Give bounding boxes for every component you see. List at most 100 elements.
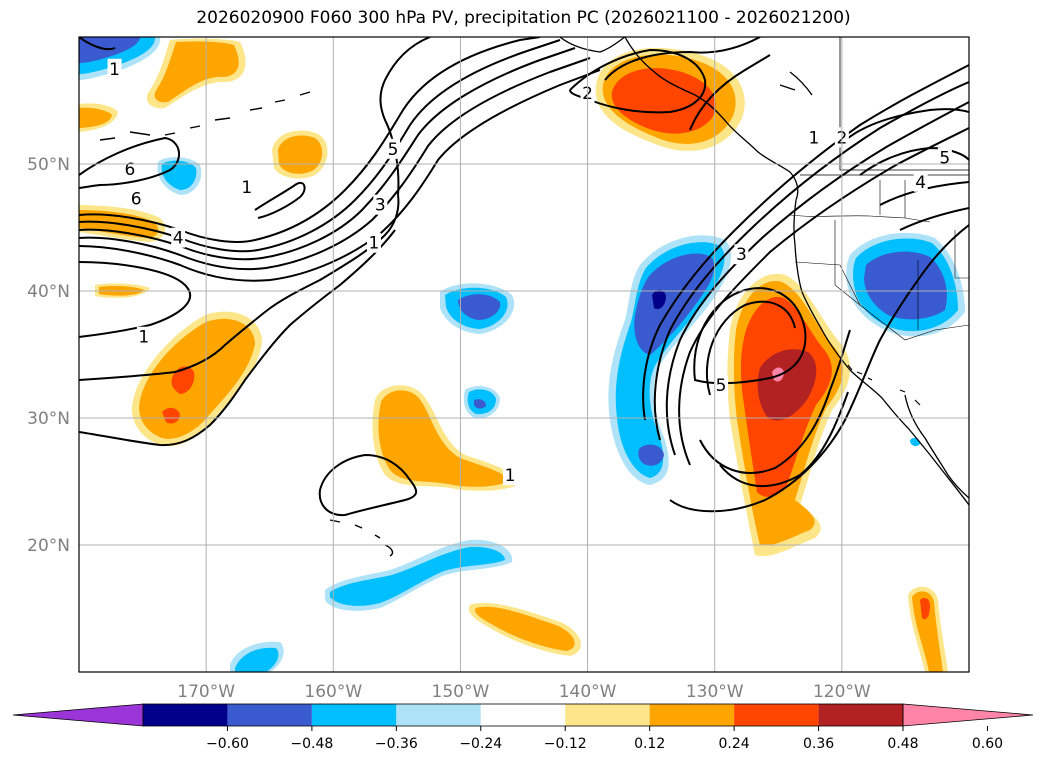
pv-label-text: 4 [915, 173, 926, 193]
lat-tick-label: 30°N [27, 409, 70, 429]
pv-label-halo [366, 232, 381, 253]
lon-tick-label: 130°W [686, 682, 744, 700]
border-alaska-canada [839, 37, 969, 171]
pv-label-halo [714, 374, 729, 395]
pv-contour-label: 1 [107, 58, 122, 80]
pv-label-text: 5 [939, 149, 950, 169]
coastlines [99, 37, 969, 557]
pv-label-halo [373, 194, 388, 215]
colorbar-tick-label: 0.36 [803, 736, 834, 752]
precip-west-subtropical [131, 311, 262, 447]
colorbar-bin [143, 704, 228, 726]
pv-contour [665, 101, 969, 456]
lon-tick-label: 120°W [813, 682, 871, 700]
coast-hawaii [329, 519, 394, 557]
pv-contour-label: 1 [366, 232, 381, 254]
pv-label-halo [503, 465, 518, 486]
pv-contour [318, 453, 418, 517]
pv-contour-label: 3 [373, 194, 388, 216]
pv-label-text: 6 [131, 189, 142, 209]
pv-contour-label: 1 [503, 465, 518, 486]
state-border-3 [917, 230, 969, 330]
latitude-labels: 20°N 30°N 40°N 50°N [27, 155, 70, 556]
pv-label-text: 1 [808, 128, 819, 148]
state-border-4 [879, 180, 906, 218]
pv-contour [678, 127, 969, 466]
colorbar-tick-label: −0.36 [375, 736, 418, 752]
pv-contour [79, 39, 561, 253]
pv-label-text: 1 [505, 466, 516, 486]
state-border-2 [834, 220, 861, 306]
colorbar-extend-high [902, 703, 1034, 727]
colorbar-bins [12, 703, 1034, 727]
coast-alaska-south [559, 37, 626, 53]
pv-contour-label: 5 [386, 138, 401, 160]
graticule [79, 37, 969, 672]
pv-label-text: 5 [716, 376, 727, 396]
longitude-labels: 170°W 160°W 150°W 140°W 130°W 120°W [177, 682, 871, 700]
pv-contours [79, 37, 969, 517]
pv-contour-label: 1 [806, 127, 821, 148]
pv-label-halo [806, 127, 821, 148]
pv-label-text: 1 [138, 328, 149, 348]
coast-us-mexico-west [793, 199, 969, 506]
pv-contour [839, 108, 969, 146]
pv-label-text: 4 [173, 229, 184, 249]
pv-label-text: 1 [109, 60, 120, 80]
coast-channel-islands [847, 364, 921, 406]
colorbar-tick-label: 0.60 [972, 736, 1003, 752]
colorbar-tick-label: −0.24 [459, 736, 502, 752]
colorbar-bin [818, 704, 903, 726]
colorbar-extend-low [12, 703, 144, 727]
pv-contour [669, 224, 969, 513]
coast-alaska-panhandle-bc [624, 37, 799, 201]
pv-label-halo [107, 58, 122, 79]
colorbar-tick-label: −0.60 [206, 736, 249, 752]
colorbar-bin [734, 704, 819, 726]
pv-contour-label: 5 [937, 147, 952, 169]
pv-contour [642, 64, 969, 421]
pv-contour [693, 287, 807, 385]
pv-label-halo [129, 188, 144, 209]
precip-north-pacific-gulf [595, 47, 745, 151]
pv-contour [79, 69, 601, 282]
colorbar-bin [311, 704, 397, 726]
pv-contour [79, 261, 192, 338]
pv-label-text: 1 [369, 234, 380, 254]
lat-tick-label: 50°N [27, 155, 70, 175]
pv-contour-label: 3 [734, 244, 749, 265]
colorbar-tick-label: 0.48 [887, 736, 918, 752]
pv-contour-label: 4 [913, 171, 928, 193]
colorbar-bin [565, 704, 650, 726]
pv-contour-label: 5 [714, 374, 729, 396]
map-frame [78, 36, 970, 673]
pv-contour [79, 37, 116, 51]
coast-baja-gulf [904, 394, 969, 499]
border-state-mexico [794, 261, 969, 341]
lon-tick-label: 160°W [304, 682, 362, 700]
precip-shading [79, 37, 965, 672]
colorbar-outline [142, 703, 904, 727]
colorbar-bin [649, 704, 735, 726]
lat-tick-label: 20°N [27, 536, 70, 556]
coast-islands-north [779, 71, 813, 96]
pv-label-halo [913, 171, 928, 192]
pv-contour [79, 229, 396, 447]
lon-tick-label: 150°W [432, 682, 490, 700]
pv-label-halo [937, 147, 952, 168]
pv-contour [79, 37, 541, 243]
precip-misc-positive [79, 38, 948, 672]
pv-label-halo [734, 244, 749, 265]
pv-label-halo [386, 138, 401, 159]
pv-label-text: 3 [736, 245, 747, 265]
pv-label-text: 1 [241, 178, 252, 198]
colorbar-bin [396, 704, 481, 726]
pv-contour-label: 6 [129, 188, 144, 209]
pv-contour-label: 6 [122, 159, 137, 180]
lon-tick-label: 170°W [177, 682, 235, 700]
state-border-1 [789, 214, 931, 223]
pv-label-text: 3 [375, 196, 386, 216]
precip-central-pacific [372, 385, 516, 491]
pv-contour-label: 4 [171, 227, 186, 249]
